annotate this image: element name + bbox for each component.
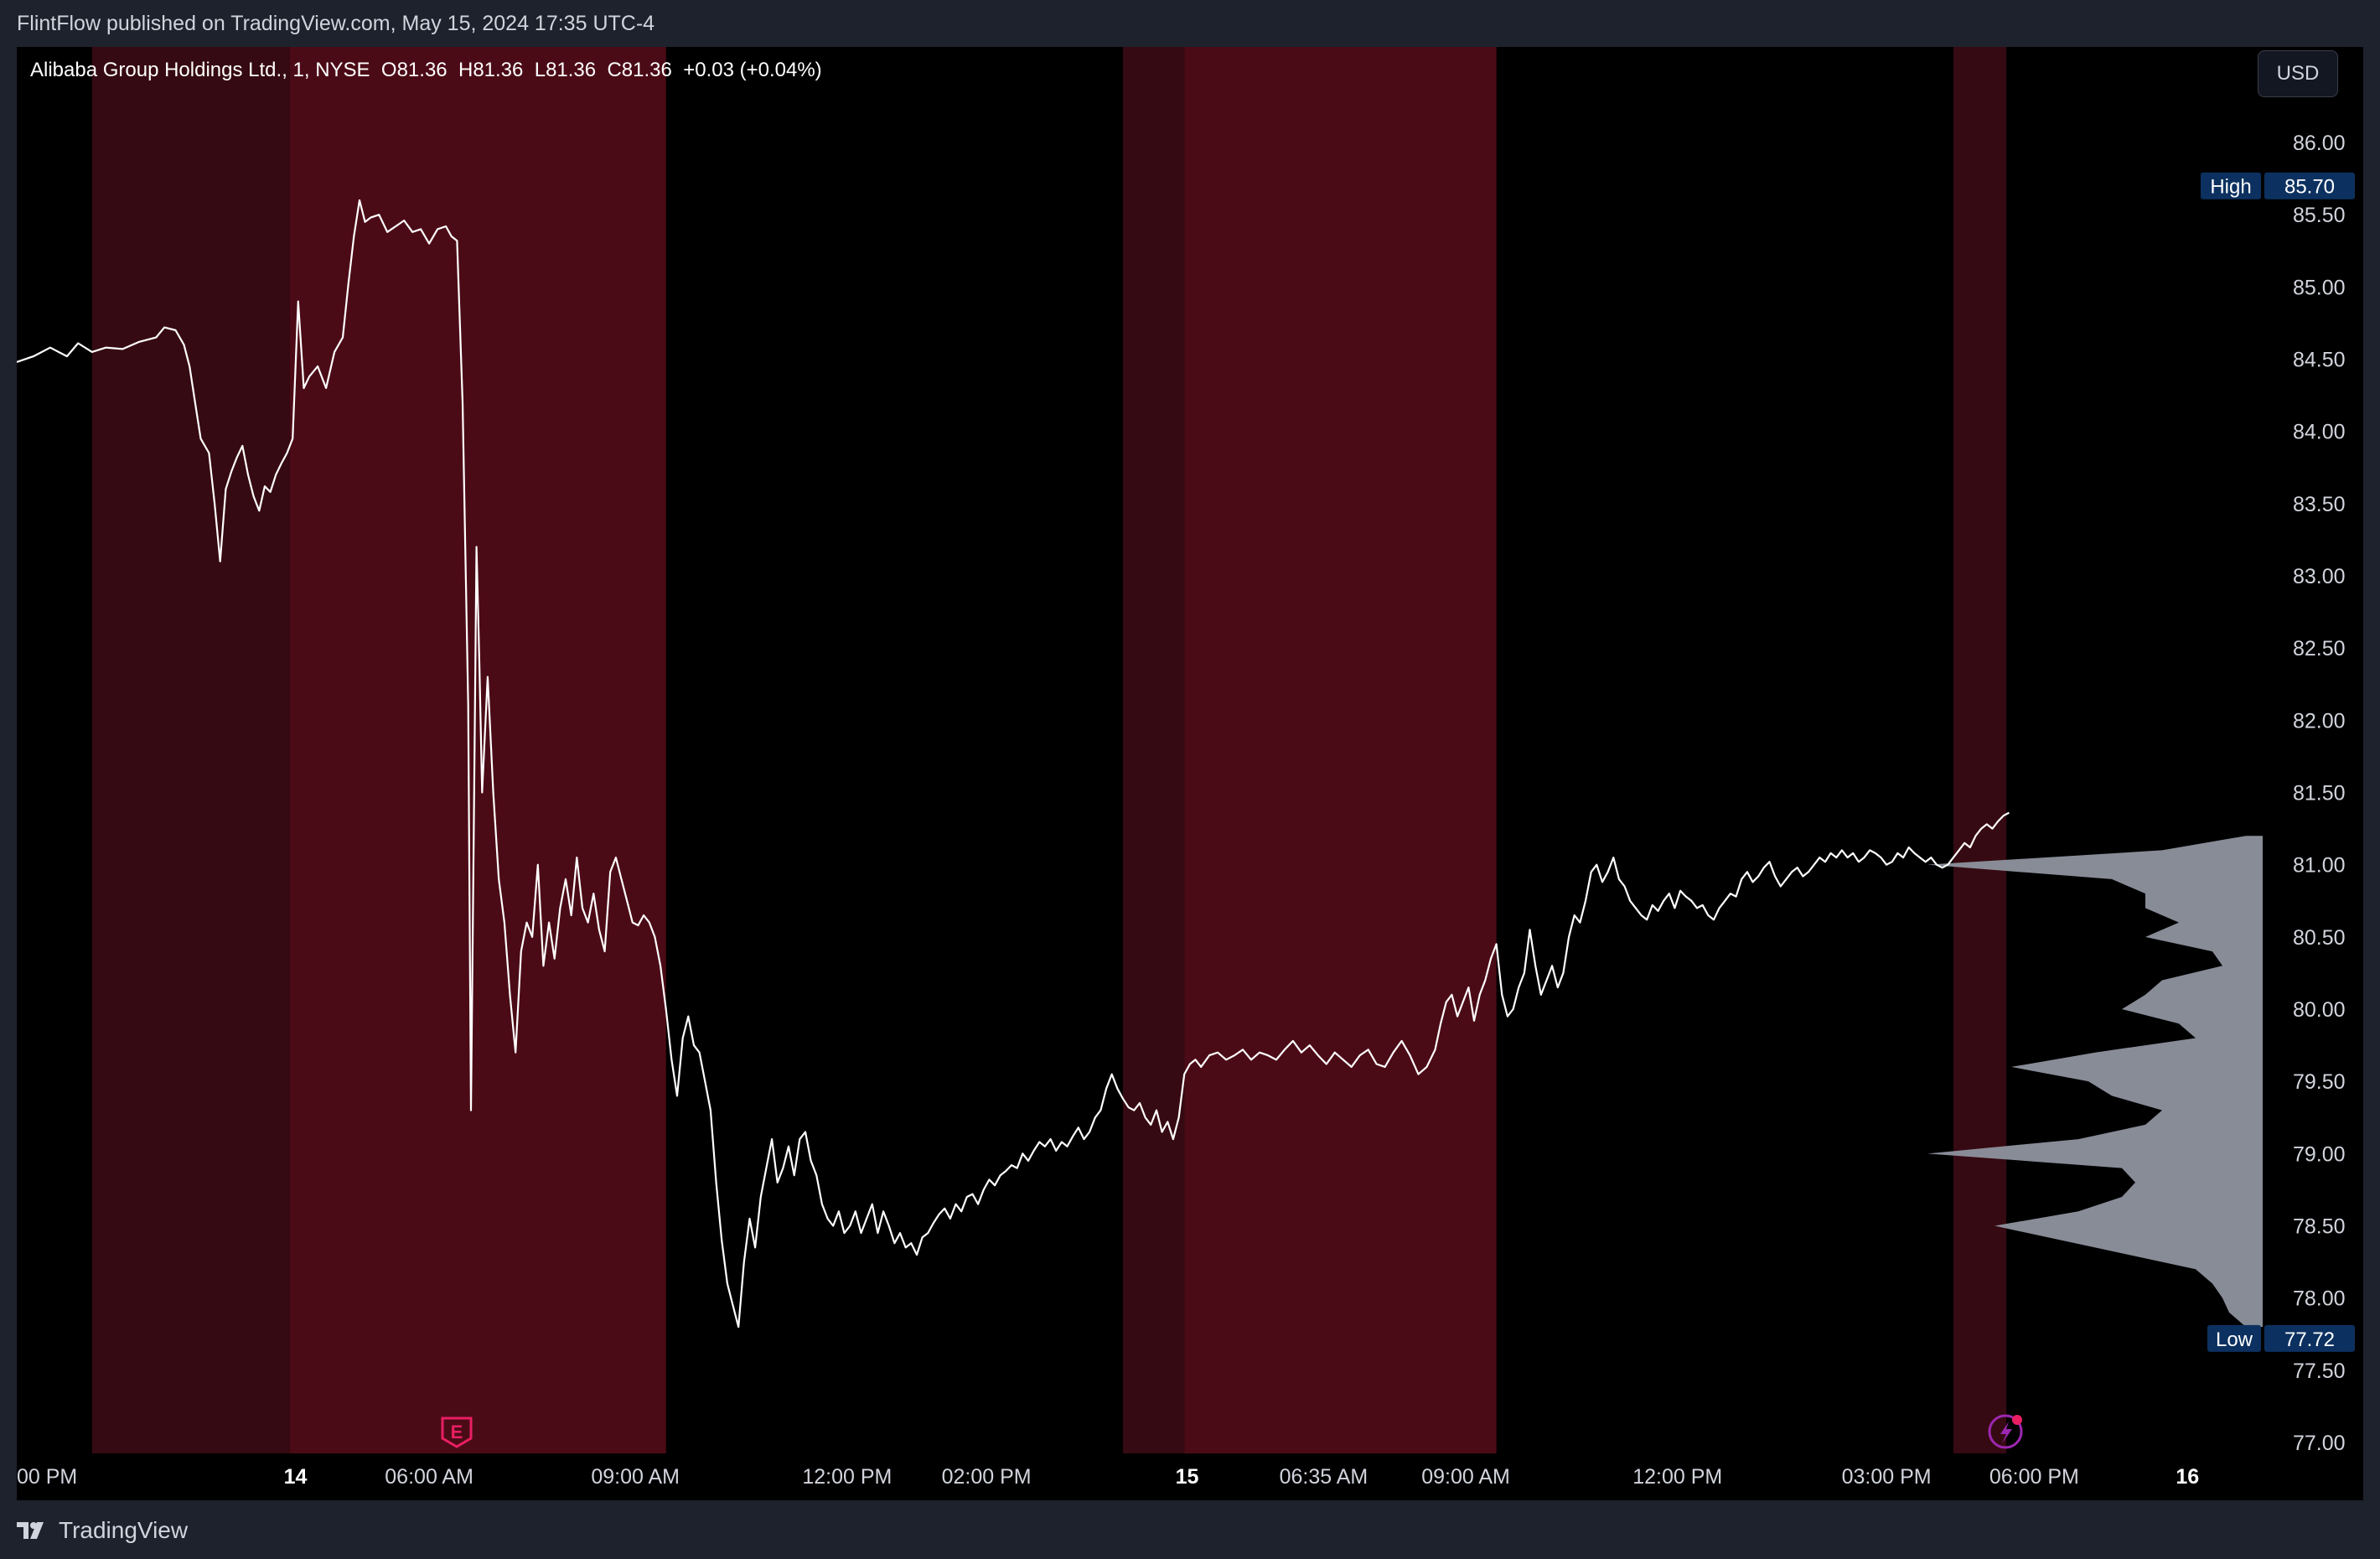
time-axis: 00 PM 14 06:00 AM 09:00 AM 12:00 PM 02:00 PM 1… (17, 1453, 2363, 1500)
time-tick-label: 15 (1176, 1465, 1199, 1489)
publish-header: FlintFlow published on TradingView.com, … (0, 0, 2380, 47)
price-tick-label: 78.00 (2293, 1287, 2346, 1311)
price-tick-label: 81.50 (2293, 782, 2346, 805)
price-tick-label: 80.50 (2293, 926, 2346, 950)
legend-change: +0.03 (+0.04%) (683, 59, 822, 81)
price-tick-label: 82.00 (2293, 709, 2346, 733)
low-badge-label: Low (2216, 1329, 2253, 1351)
price-tick-label: 84.00 (2293, 421, 2346, 444)
legend-high: H81.36 (458, 59, 524, 81)
lightning-icon[interactable] (1988, 1414, 2023, 1449)
price-tick-label: 84.50 (2293, 349, 2346, 372)
price-tick-label: 86.00 (2293, 132, 2346, 155)
price-series (17, 199, 2010, 1329)
price-chart[interactable]: 86.00 85.50 85.00 84.50 84.00 83.50 83.00 82.50… (17, 47, 2363, 1500)
high-badge-label: High (2210, 176, 2251, 199)
time-tick-label: 02:00 PM (942, 1465, 1032, 1489)
published-text: FlintFlow published on TradingView.com, … (17, 12, 655, 35)
legend-open: O81.36 (380, 59, 448, 81)
high-badge-label-bg (2201, 172, 2261, 199)
time-tick-label: 12:00 PM (1632, 1465, 1722, 1489)
time-tick-label: 00 PM (17, 1465, 77, 1489)
chart-pane[interactable]: 86.00 85.50 85.00 84.50 84.00 83.50 83.00 82.50… (17, 47, 2363, 1500)
time-tick-label: 09:00 AM (591, 1465, 680, 1489)
legend-symbol: Alibaba Group Holdings Ltd., 1, NYSE (30, 59, 370, 81)
high-badge-value-bg (2264, 172, 2355, 199)
low-badge-value: 77.72 (2284, 1329, 2335, 1351)
time-tick-label: 09:00 AM (1421, 1465, 1510, 1489)
price-tick-label: 82.50 (2293, 637, 2346, 660)
low-badge-label-bg (2207, 1324, 2261, 1352)
brand-name: TradingView (59, 1517, 189, 1543)
earnings-icon[interactable]: E (441, 1417, 473, 1448)
time-tick-label: 06:00 AM (385, 1465, 473, 1489)
session-band (91, 47, 290, 1453)
session-backgrounds (91, 47, 2007, 1453)
high-badge-value: 85.70 (2284, 176, 2335, 199)
time-tick-label: 03:00 PM (1842, 1465, 1932, 1489)
price-tick-label: 81.00 (2293, 854, 2346, 878)
price-tick-label: 83.50 (2293, 493, 2346, 516)
time-tick-label: 14 (284, 1465, 308, 1489)
session-band (1123, 47, 1185, 1453)
time-tick-label: 12:00 PM (802, 1465, 892, 1489)
price-tick-label: 79.50 (2293, 1070, 2346, 1094)
price-axis: 86.00 85.50 85.00 84.50 84.00 83.50 83.00 82.50… (2293, 132, 2346, 1455)
price-tick-label: 77.00 (2293, 1432, 2346, 1455)
price-tick-label: 83.00 (2293, 565, 2346, 588)
time-axis-bg (17, 1453, 2363, 1500)
low-badge-value-bg (2264, 1324, 2355, 1352)
earnings-icon-letter: E (451, 1422, 463, 1442)
session-band (1953, 47, 2007, 1453)
legend-low: L81.36 (534, 59, 597, 81)
currency-button[interactable]: USD (2258, 50, 2338, 97)
time-tick-label: 06:00 PM (1989, 1465, 2079, 1489)
price-tick-label: 85.00 (2293, 276, 2346, 299)
session-band (1184, 47, 1497, 1453)
volume-profile (1927, 836, 2263, 1328)
high-low-badges: High 85.70 Low 77.72 (2201, 172, 2355, 1352)
legend-close: C81.36 (607, 59, 672, 81)
price-tick-label: 77.50 (2293, 1360, 2346, 1383)
price-tick-label: 80.00 (2293, 998, 2346, 1022)
price-tick-label: 85.50 (2293, 204, 2346, 227)
tradingview-logo-icon (17, 1522, 44, 1539)
price-tick-label: 78.50 (2293, 1215, 2346, 1239)
symbol-legend[interactable]: Alibaba Group Holdings Ltd., 1, NYSE O81… (30, 59, 822, 82)
footer: TradingView (0, 1500, 2380, 1559)
tradingview-brand[interactable]: TradingView (17, 1517, 188, 1544)
price-line (17, 199, 2010, 1329)
time-tick-label: 06:35 AM (1280, 1465, 1368, 1489)
price-tick-label: 79.00 (2293, 1142, 2346, 1166)
volume-profile-area (1927, 836, 2263, 1328)
session-band (289, 47, 666, 1453)
time-tick-label: 16 (2176, 1465, 2199, 1489)
